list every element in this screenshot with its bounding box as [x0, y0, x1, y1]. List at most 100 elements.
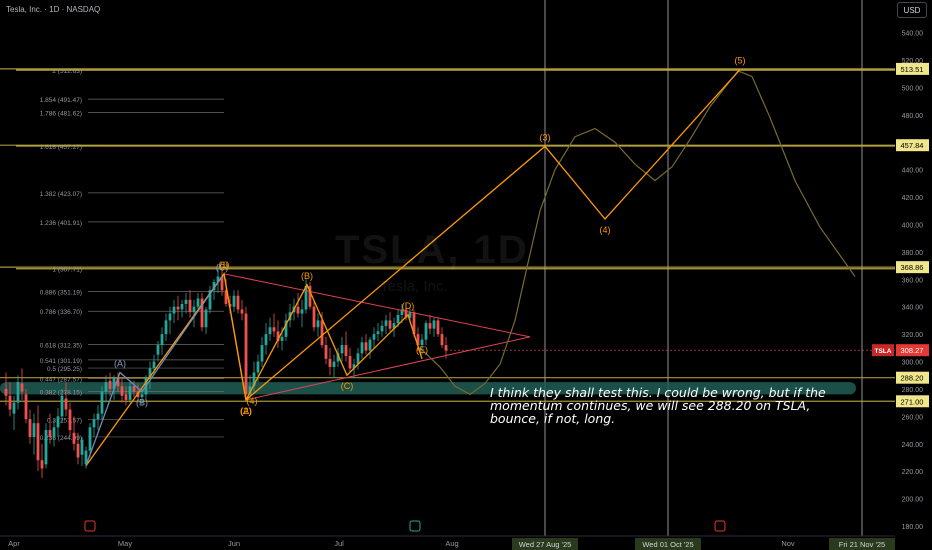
price-tick: 320.00: [902, 332, 924, 339]
event-markers: [84, 520, 726, 532]
candle-body: [304, 286, 308, 310]
candle-body: [128, 386, 132, 400]
fib-label: 0.236 (244.99): [40, 435, 82, 442]
candle-body: [48, 430, 52, 437]
candle-body: [316, 320, 320, 328]
key-level-label: 368.86: [901, 263, 924, 272]
chart-title: Tesla, Inc. · 1D · NASDAQ: [6, 5, 101, 14]
wave-label: (A): [114, 358, 126, 368]
wave-label: (4): [600, 225, 611, 235]
current-price-label: 308.27: [901, 346, 924, 355]
wave-label: (2): [241, 406, 252, 416]
candle-body: [16, 382, 20, 403]
candle-body: [80, 439, 84, 455]
time-tick: Jun: [228, 539, 240, 548]
candle-body: [172, 306, 176, 314]
candle-body: [380, 325, 384, 332]
candle-body: [12, 402, 16, 414]
candle-body: [428, 323, 432, 329]
fib-label: 1.786 (481.62): [40, 111, 82, 118]
earnings-marker-icon: [714, 520, 726, 532]
candle-body: [384, 320, 388, 326]
candle-body: [84, 450, 88, 465]
candle-body: [216, 276, 220, 283]
candle-body: [52, 427, 56, 437]
candle-body: [236, 295, 240, 310]
price-axis[interactable]: 180.00 200.00 220.00 240.00 260.00 280.00 300.…: [446, 0, 932, 550]
candle-body: [324, 345, 328, 359]
key-level-label: 288.20: [901, 374, 924, 383]
fib-label: 0.786 (336.70): [40, 309, 82, 316]
projection-path: [419, 70, 856, 396]
symbol-tag-label: TSLA: [875, 348, 892, 355]
candle-body: [64, 398, 68, 410]
wave-label: (C): [341, 381, 354, 391]
price-tick: 340.00: [902, 305, 924, 312]
triangle-line: [223, 273, 531, 338]
symbol-watermark: TSLA, 1D: [335, 228, 529, 272]
candle-body: [32, 423, 36, 437]
candle-body: [4, 388, 8, 396]
candle-body: [88, 427, 92, 451]
fib-label: 1.236 (401.91): [40, 220, 82, 227]
fib-levels: 0.236 (244.99) 0.3 (257.57) 0.382 (278.15)…: [16, 68, 895, 442]
earnings-marker-icon: [409, 520, 421, 532]
candle-body: [332, 361, 336, 368]
price-tick: 520.00: [902, 58, 924, 65]
time-highlight-tag: [829, 538, 895, 550]
time-tick: Nov: [781, 539, 795, 548]
time-highlight-label: Wed 27 Aug '25: [519, 540, 572, 549]
price-tick: 260.00: [902, 414, 924, 421]
candle-body: [356, 353, 360, 365]
currency-button[interactable]: USD: [897, 2, 927, 18]
candle-body: [232, 295, 236, 307]
key-level-label: 513.51: [901, 65, 924, 74]
price-tick: 440.00: [902, 168, 924, 175]
candle-body: [96, 413, 100, 420]
candle-body: [92, 419, 96, 428]
wave-label: (3): [540, 132, 551, 142]
candle-body: [72, 432, 76, 444]
candle-body: [364, 342, 368, 351]
candle-body: [388, 320, 392, 329]
key-level-tag: [896, 139, 929, 152]
key-level-tag: [896, 371, 929, 384]
company-watermark: Tesla, Inc.: [380, 278, 448, 295]
candle-body: [376, 331, 380, 335]
candle-body: [392, 323, 396, 329]
price-tick: 480.00: [902, 113, 924, 120]
candle-body: [260, 345, 264, 362]
candle-body: [276, 331, 280, 341]
candle-body: [296, 306, 300, 314]
candle-body: [328, 358, 332, 368]
wave-label: (4): [247, 396, 258, 406]
candle-body: [196, 298, 200, 307]
candle-body: [436, 320, 440, 335]
time-axis[interactable]: Apr May Jun Jul Aug Nov Wed 27 Aug '25 Wed 01 O…: [8, 538, 895, 550]
candle-body: [220, 276, 224, 291]
candles: [4, 268, 448, 479]
candle-body: [188, 299, 192, 313]
wave-label: (1): [219, 260, 230, 270]
candle-body: [40, 460, 44, 469]
candle-body: [100, 391, 104, 414]
price-axis-bg: [895, 0, 932, 550]
candle-body: [224, 290, 228, 304]
analysis-note: I think they shall test this. I could be…: [490, 385, 826, 426]
price-tick: 180.00: [902, 524, 924, 531]
triangle-wave-line: [223, 273, 423, 402]
price-tick: 380.00: [902, 250, 924, 257]
candle-body: [24, 394, 28, 420]
candle-body: [416, 334, 420, 346]
fib-label: 0.3 (257.57): [47, 418, 82, 425]
candle-body: [408, 312, 412, 318]
wave-label: (5): [735, 56, 746, 66]
fib-label: 0.382 (278.15): [40, 389, 82, 396]
candle-body: [272, 327, 276, 332]
price-tick: 280.00: [902, 387, 924, 394]
candle-body: [112, 377, 116, 389]
candle-body: [180, 303, 184, 310]
candle-body: [44, 430, 48, 465]
